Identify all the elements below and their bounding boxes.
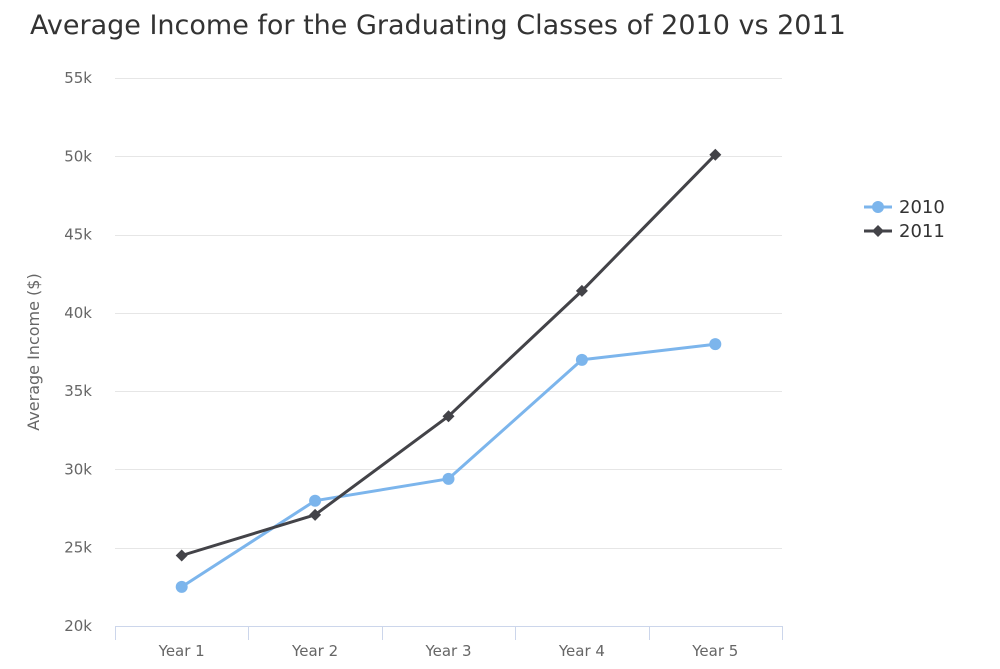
legend-marker (872, 201, 884, 213)
data-point[interactable] (575, 353, 588, 366)
y-axis-title: Average Income ($) (24, 273, 43, 430)
legend-item-2010[interactable]: 2010 (864, 197, 945, 218)
chart-title: Average Income for the Graduating Classe… (30, 10, 846, 41)
x-tick-label: Year 4 (558, 642, 605, 660)
legend-item-2011[interactable]: 2011 (864, 221, 945, 242)
x-tick-label: Year 2 (291, 642, 338, 660)
legend-label: 2010 (899, 197, 945, 218)
x-tick-label: Year 3 (424, 642, 471, 660)
data-point[interactable] (442, 410, 455, 423)
y-tick-label: 55k (64, 69, 92, 87)
data-point[interactable] (175, 549, 188, 562)
y-tick-label: 20k (64, 617, 92, 635)
data-point[interactable] (709, 148, 722, 161)
series-line (180, 342, 717, 589)
series-2010 (175, 338, 722, 593)
legend-marker (872, 225, 884, 237)
series-line (180, 153, 717, 557)
y-tick-label: 40k (64, 304, 92, 322)
y-tick-label: 50k (64, 147, 92, 165)
legend-label: 2011 (899, 221, 945, 242)
data-point[interactable] (309, 494, 322, 507)
y-axis-ticks: 20k 25k 30k 35k 40k 45k 50k 55k (64, 69, 92, 635)
y-tick-label: 35k (64, 382, 92, 400)
x-tick-label: Year 5 (691, 642, 738, 660)
series-group (175, 148, 722, 593)
legend[interactable]: 2010 2011 (864, 197, 945, 242)
series-2011 (175, 148, 722, 562)
y-tick-label: 25k (64, 539, 92, 557)
data-point[interactable] (709, 338, 722, 351)
data-point[interactable] (442, 472, 455, 485)
data-point[interactable] (175, 580, 188, 593)
grid-lines (115, 78, 782, 549)
y-tick-label: 30k (64, 460, 92, 478)
data-point[interactable] (575, 284, 588, 297)
data-point[interactable] (309, 508, 322, 521)
x-axis: Year 1 Year 2 Year 3 Year 4 Year 5 (115, 626, 783, 660)
y-tick-label: 45k (64, 226, 92, 244)
x-tick-label: Year 1 (158, 642, 205, 660)
